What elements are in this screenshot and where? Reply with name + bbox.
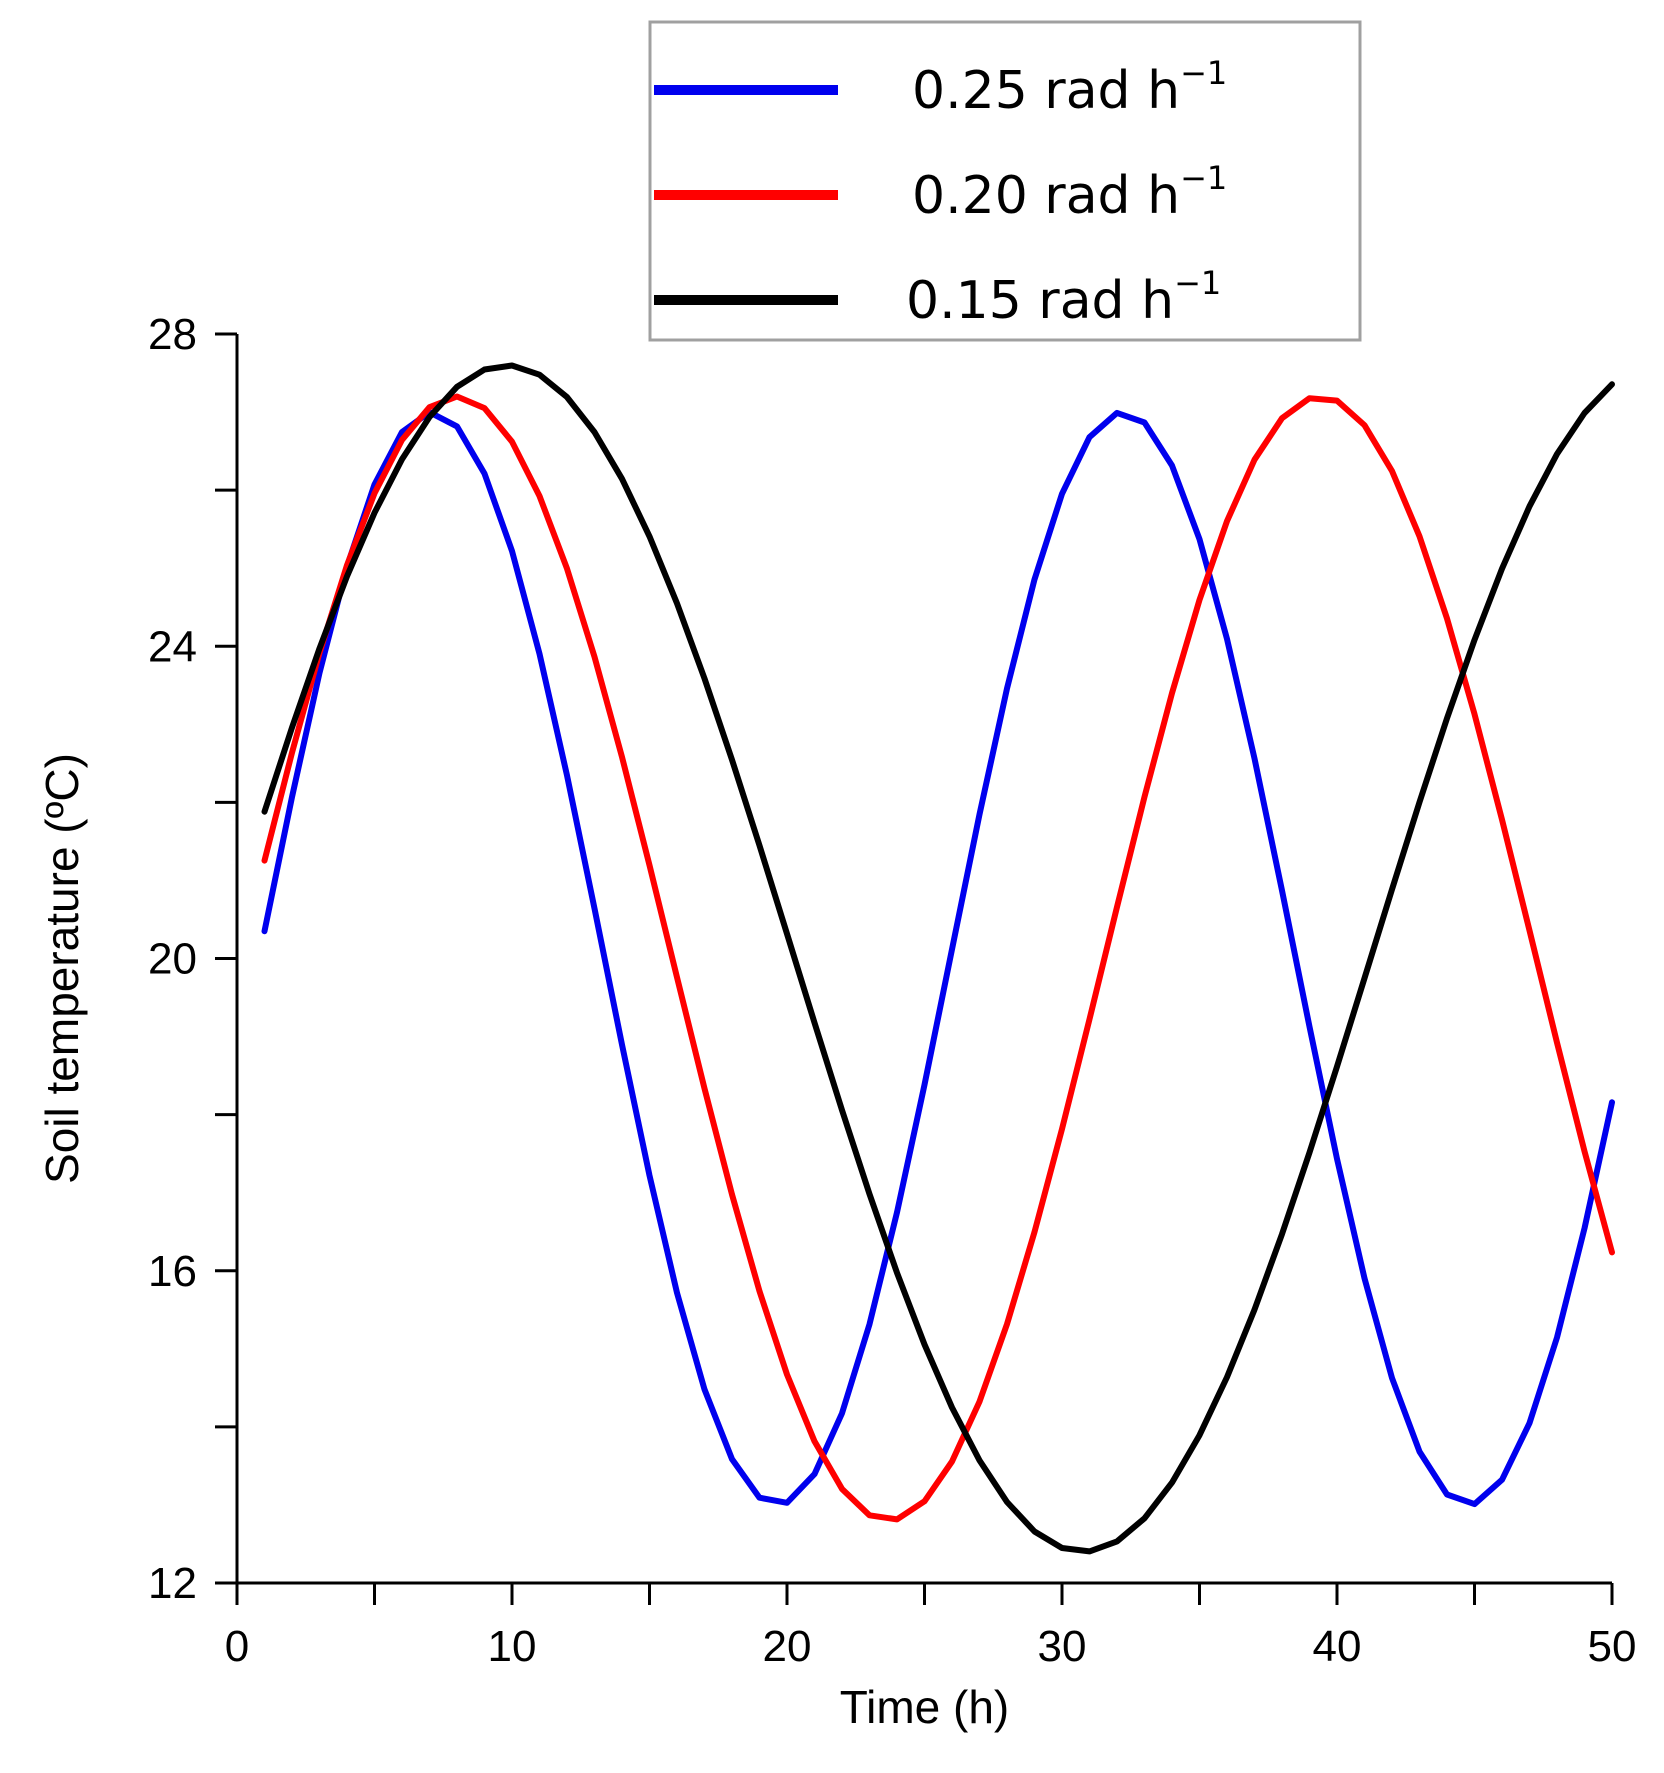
y-axis-title: Soil temperature (ºC)	[36, 753, 88, 1184]
legend-label-1: 0.25 rad h−1	[912, 54, 1227, 121]
axes: 0 10 20 30 40 50 12 16 20 24 28 Time (h) Soil tem…	[36, 310, 1636, 1733]
legend-box	[648, 20, 1362, 342]
y-tick-label: 24	[148, 622, 197, 671]
x-tick-label: 40	[1313, 1622, 1362, 1671]
x-tick-label: 20	[763, 1622, 812, 1671]
x-axis-title: Time (h)	[840, 1681, 1010, 1733]
legend: 0.25 rad h−10.20 rad h−10.15 rad h−1	[648, 20, 1362, 342]
legend-label-superscript: −1	[1174, 264, 1221, 302]
legend-items: 0.25 rad h−10.20 rad h−10.15 rad h−1	[654, 54, 1227, 331]
y-tick-label: 20	[148, 935, 197, 984]
x-tick-label: 10	[488, 1622, 537, 1671]
series-line-2	[261, 393, 1615, 1523]
x-tick-label: 0	[225, 1622, 249, 1671]
legend-label-3: 0.15 rad h−1	[906, 264, 1221, 331]
legend-label-superscript: −1	[1180, 159, 1227, 197]
y-tick-label: 28	[148, 310, 197, 359]
y-tick-label: 12	[148, 1559, 197, 1608]
y-tick-label: 16	[148, 1247, 197, 1296]
legend-label-superscript: −1	[1180, 54, 1227, 92]
legend-label-main: 0.20 rad h	[912, 166, 1180, 226]
x-ticks: 0 10 20 30 40 50	[225, 1583, 1637, 1671]
series-layer	[261, 362, 1615, 1555]
legend-label-main: 0.15 rad h	[906, 271, 1174, 331]
y-ticks: 12 16 20 24 28	[148, 310, 237, 1608]
legend-label-main: 0.25 rad h	[912, 61, 1180, 121]
x-tick-label: 50	[1588, 1622, 1637, 1671]
x-tick-label: 30	[1038, 1622, 1087, 1671]
series-line-3	[261, 362, 1615, 1555]
legend-label-2: 0.20 rad h−1	[912, 159, 1227, 226]
series-line-1	[261, 409, 1615, 1508]
